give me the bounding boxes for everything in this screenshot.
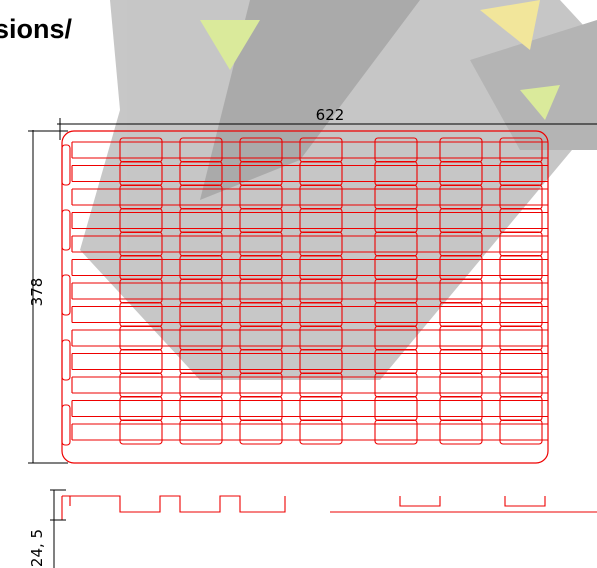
tray-cell bbox=[62, 275, 70, 315]
tray-cell bbox=[62, 340, 70, 380]
depth-label: 24, 5 bbox=[28, 529, 46, 567]
tray-cell bbox=[72, 424, 548, 440]
tray-cell bbox=[62, 145, 70, 185]
page-title: sions/ bbox=[0, 14, 73, 44]
tray-cell bbox=[62, 405, 70, 445]
height-label: 378 bbox=[28, 278, 46, 307]
drawing: sions/ 622 378 24, 5 bbox=[0, 0, 597, 568]
side-view bbox=[62, 496, 597, 520]
width-label: 622 bbox=[316, 106, 345, 124]
side-dimension bbox=[50, 490, 66, 568]
tray-cell bbox=[72, 401, 548, 417]
tray-cell bbox=[62, 210, 70, 250]
